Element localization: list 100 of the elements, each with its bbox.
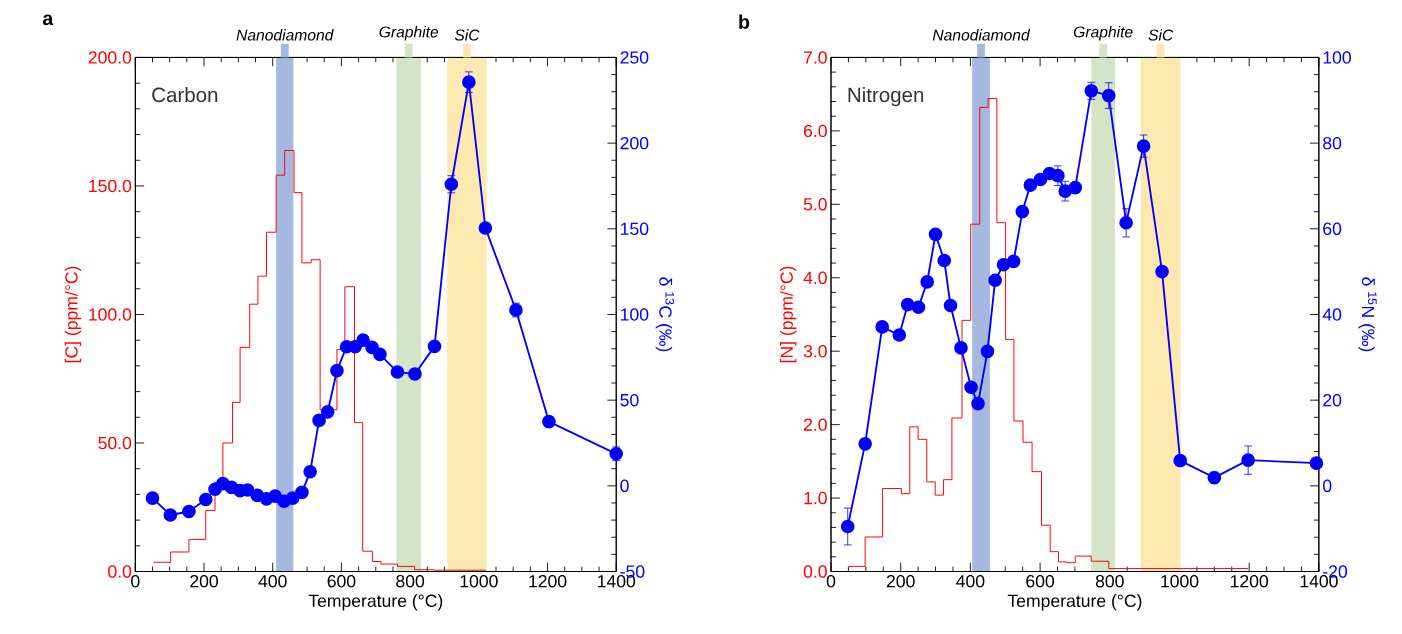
y2-tick-label: 20 (1323, 393, 1342, 407)
point (1023, 178, 1038, 192)
y2-tick-label: 60 (1323, 222, 1342, 235)
x-tick-label: 600 (1026, 574, 1055, 588)
band-label: SiC (1148, 28, 1174, 41)
point (320, 404, 335, 419)
point (478, 220, 493, 235)
point (920, 274, 934, 289)
annotation: Nitrogen (848, 86, 924, 106)
y-axis-title: [N] (ppm/°C) (779, 266, 797, 362)
y2-tick-label: 50 (620, 393, 639, 407)
y2-tick-label: 100 (1323, 50, 1351, 64)
y-tick-label: 6.0 (803, 124, 827, 137)
point (182, 504, 196, 519)
annotation: Carbon (152, 86, 218, 102)
point (1006, 254, 1021, 268)
y-tick-label: 100.0 (89, 308, 132, 321)
point (1015, 204, 1030, 219)
band-label: Nanodiamond (932, 28, 1031, 41)
point (1241, 453, 1255, 467)
x-tick-label: 200 (190, 574, 218, 588)
point (900, 297, 915, 312)
point (954, 340, 968, 355)
x-tick-label: 400 (258, 574, 287, 588)
y-tick-label: 1.0 (804, 491, 827, 505)
point (911, 300, 926, 314)
point (295, 485, 309, 499)
y-tick-label: 2.0 (803, 418, 827, 431)
point (303, 464, 317, 479)
point (964, 380, 978, 394)
point (330, 363, 344, 378)
y-tick-label: 50.0 (98, 436, 132, 449)
point (145, 491, 160, 505)
point (356, 333, 370, 347)
y2-axis-title: δ $^{15}$N (‰) (1358, 277, 1377, 352)
y-tick-label: 0.0 (108, 565, 132, 578)
x-tick-label: 800 (1095, 574, 1124, 588)
point (427, 339, 442, 353)
point (609, 446, 624, 461)
x-tick-label: 400 (956, 574, 985, 588)
y2-tick-label: 0 (1323, 479, 1332, 492)
y2-tick-label: 80 (1323, 136, 1342, 150)
y2-tick-label: 250 (620, 50, 649, 64)
point (1058, 184, 1072, 198)
point (1119, 215, 1133, 230)
y-tick-label: 150.0 (89, 179, 132, 192)
y-tick-label: 7.0 (804, 50, 827, 64)
point (1173, 453, 1187, 468)
x-tick-label: 200 (886, 574, 915, 588)
point (980, 344, 995, 358)
y2-tick-label: 40 (1322, 308, 1342, 321)
point (858, 436, 872, 451)
y2-tick-label: 150 (621, 222, 649, 235)
x-tick-label: 1000 (1161, 574, 1199, 588)
point (373, 347, 387, 361)
point (390, 365, 405, 379)
y2-tick-label: 100 (621, 308, 649, 321)
point (198, 492, 213, 507)
point (462, 75, 476, 89)
y-tick-label: 200.0 (88, 50, 132, 64)
text: a (42, 14, 54, 25)
y2-axis-title: δ $^{13}$C (‰) (655, 277, 675, 352)
x-axis-title: Temperature (°C) (308, 593, 443, 611)
point (875, 319, 890, 334)
x-tick-label: 0 (131, 574, 140, 588)
y2-tick-label: 0 (620, 479, 629, 492)
band-label: SiC (454, 28, 480, 41)
point (937, 253, 952, 268)
y-tick-label: 4.0 (803, 271, 827, 284)
point (971, 396, 985, 411)
point (285, 491, 300, 505)
point (1155, 264, 1169, 279)
point (988, 273, 1002, 287)
band-label: Nanodiamond (236, 28, 334, 41)
y2-tick-label: 200 (620, 136, 649, 150)
y-tick-label: 3.0 (803, 344, 827, 358)
x-tick-label: 1000 (460, 574, 498, 588)
point (928, 227, 943, 241)
point (1068, 180, 1083, 195)
point (840, 519, 855, 534)
band-label: Graphite (1073, 25, 1133, 41)
band-label: Graphite (379, 25, 439, 41)
point (943, 298, 958, 313)
point (408, 366, 422, 381)
point (892, 328, 907, 342)
y-tick-label: 0.0 (803, 565, 827, 578)
x-tick-label: 0 (826, 574, 836, 588)
text: b (739, 14, 750, 29)
point (1136, 139, 1151, 153)
point (542, 414, 556, 429)
x-tick-label: 600 (327, 574, 356, 588)
x-tick-label: 800 (396, 574, 425, 588)
point (1033, 172, 1048, 187)
point (1101, 88, 1116, 103)
y-axis-title: [C] (ppm/°C) (64, 266, 82, 362)
point (312, 413, 326, 427)
y-tick-label: 5.0 (803, 197, 827, 211)
point (1309, 456, 1324, 470)
point (163, 507, 178, 522)
x-tick-label: 1200 (1230, 574, 1269, 588)
